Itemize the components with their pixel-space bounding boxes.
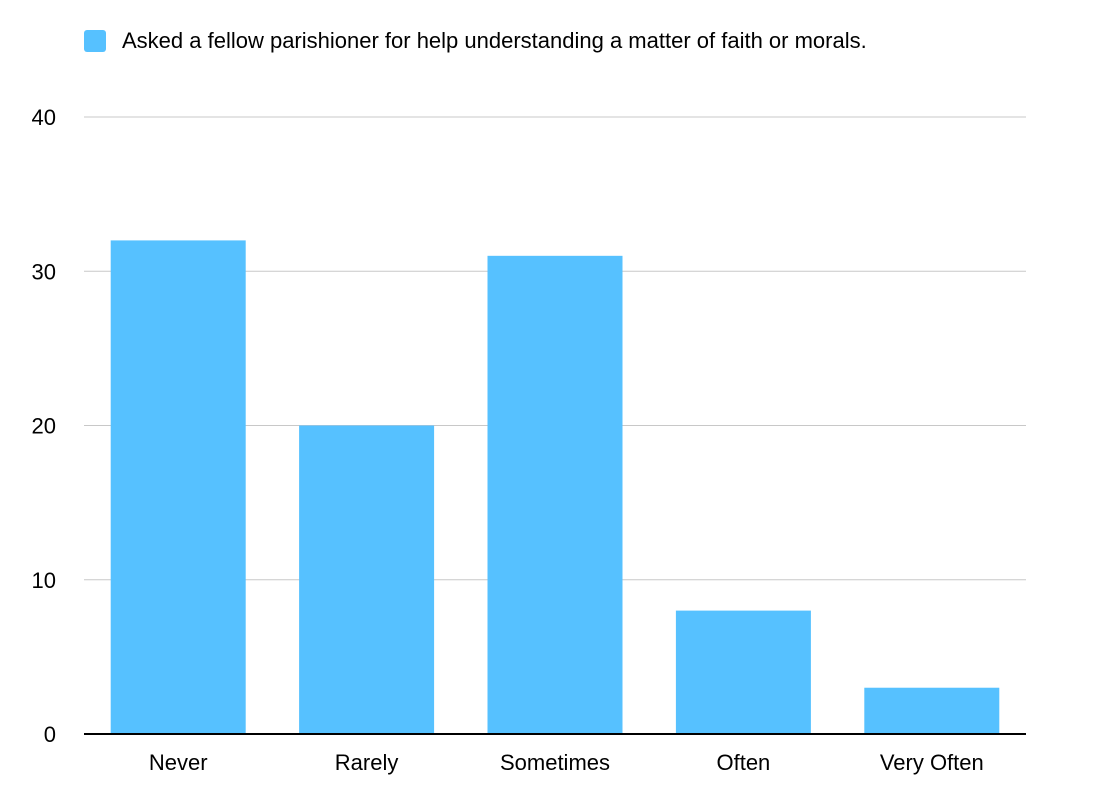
x-axis-category-labels: Never Rarely Sometimes Often Very Often	[149, 750, 984, 775]
x-category-label: Never	[149, 750, 208, 775]
bar-sometimes	[487, 255, 623, 734]
x-category-label: Very Often	[880, 750, 984, 775]
bar-often	[675, 610, 811, 734]
x-category-label: Rarely	[335, 750, 399, 775]
y-tick-label: 10	[32, 568, 56, 593]
bar-very-often	[864, 687, 1000, 734]
y-tick-label: 0	[44, 722, 56, 747]
y-axis-tick-labels: 0 10 20 30 40	[32, 105, 56, 747]
y-tick-label: 40	[32, 105, 56, 130]
x-category-label: Often	[716, 750, 770, 775]
x-category-label: Sometimes	[500, 750, 610, 775]
legend: Asked a fellow parishioner for help unde…	[84, 28, 867, 54]
bar-never	[110, 240, 246, 734]
y-tick-label: 30	[32, 259, 56, 284]
bar-rarely	[299, 425, 435, 734]
legend-swatch	[84, 30, 106, 52]
y-tick-label: 20	[32, 414, 56, 439]
bars	[110, 240, 1000, 734]
legend-label: Asked a fellow parishioner for help unde…	[122, 28, 867, 53]
